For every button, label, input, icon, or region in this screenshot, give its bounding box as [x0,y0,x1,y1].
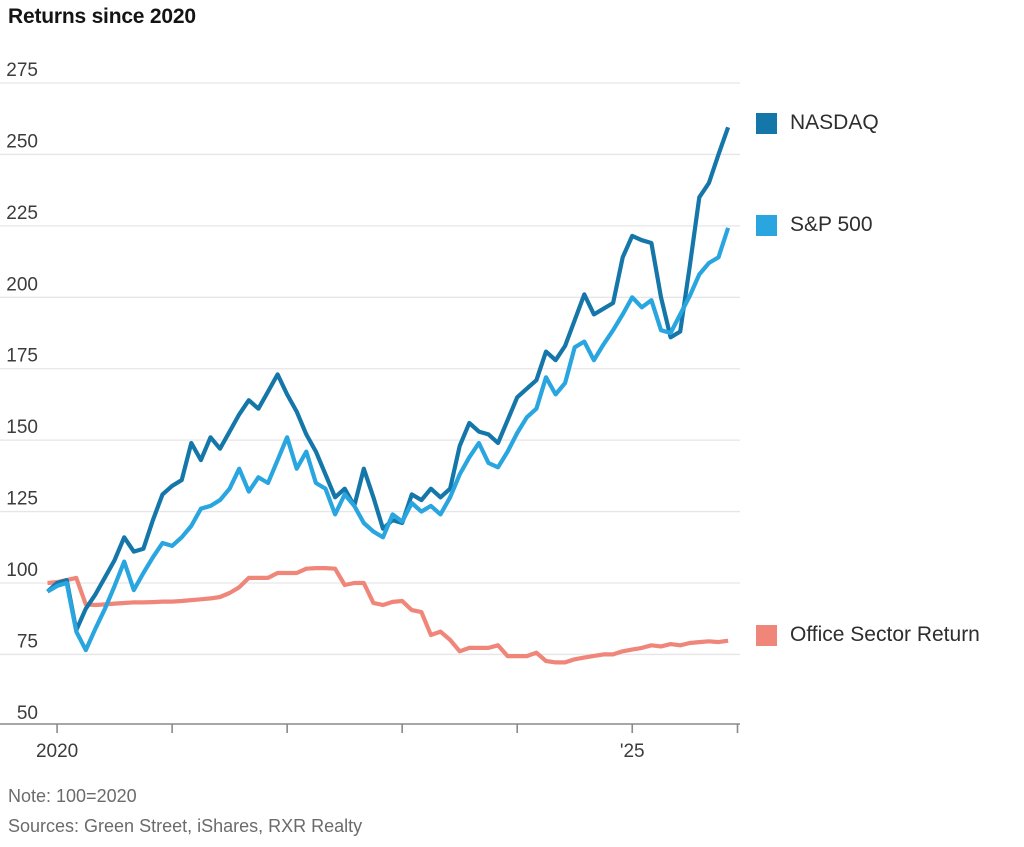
chart-sources: Sources: Green Street, iShares, RXR Real… [8,816,363,836]
office-swatch-icon [756,624,777,646]
x-axis-label-5: '25 [620,741,645,762]
y-axis-label-250: 250 [6,131,38,152]
x-axis-label-0: 2020 [36,741,78,762]
chart-footer: Note: 100=2020 Sources: Green Street, iS… [8,781,362,841]
chart-note: Note: 100=2020 [8,786,137,806]
y-axis-label-50: 50 [17,703,38,724]
y-axis-label-100: 100 [6,560,38,581]
legend-label-sp500: S&P 500 [790,213,873,236]
nasdaq-swatch-icon [756,112,777,134]
y-axis-label-200: 200 [6,274,38,295]
y-axis-label-150: 150 [6,417,38,438]
legend-item-sp500: S&P 500 [756,213,873,237]
y-axis-label-125: 125 [6,489,38,510]
y-axis-label-225: 225 [6,203,38,224]
y-axis-label-275: 275 [6,60,38,81]
series-line-s-p-500 [46,227,731,653]
legend-item-office: Office Sector Return [756,623,980,647]
y-axis-label-175: 175 [6,346,38,367]
series-line-nasdaq [46,126,731,633]
series-line-office-sector-return [47,565,729,665]
y-axis-label-75: 75 [17,631,38,652]
legend-label-nasdaq: NASDAQ [790,111,879,134]
legend-item-nasdaq: NASDAQ [756,111,879,135]
sp500-swatch-icon [756,214,777,236]
legend-label-office: Office Sector Return [790,623,980,646]
chart-title: Returns since 2020 [8,5,196,28]
